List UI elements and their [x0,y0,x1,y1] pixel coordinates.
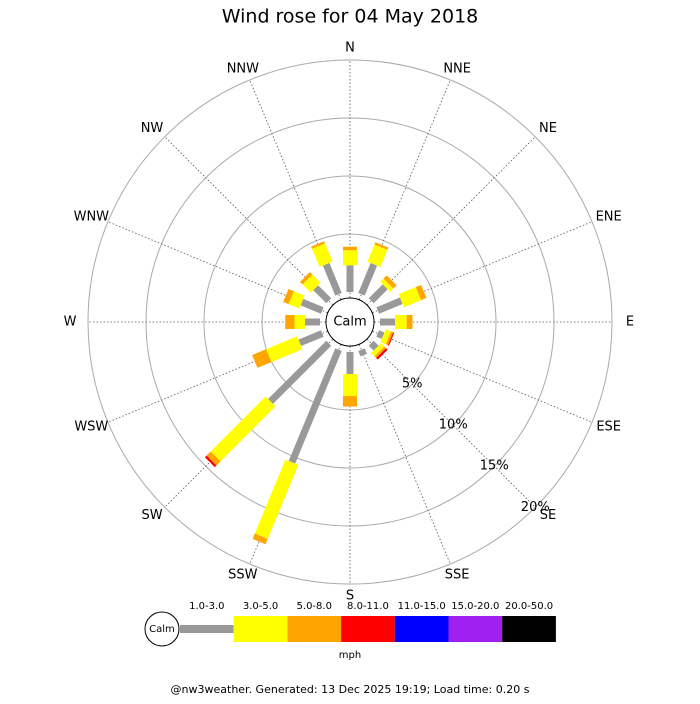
bar-segment [388,280,391,283]
bar-segment [374,247,381,264]
legend-swatch [395,616,449,642]
bar-segment [269,343,300,356]
bar-segment [292,350,339,463]
bar-segment [286,295,291,297]
direction-label: SSW [228,568,258,583]
direction-label: NE [539,121,557,136]
bar-segment [385,284,388,287]
bar-segment [316,288,329,301]
legend-label: 20.0-50.0 [505,601,553,612]
bar-segment [371,287,385,301]
footer: @nw3weather. Generated: 13 Dec 2025 19:1… [171,683,530,696]
legend-swatch [287,616,341,642]
direction-label: N [345,41,355,56]
bar-segment [378,333,383,335]
calm-label: Calm [333,315,366,330]
legend-calm-label: Calm [149,624,175,635]
bar-segment [291,298,302,302]
bar-segment [261,462,292,536]
bar-segment [379,351,381,353]
bar-segment [361,350,363,355]
direction-label: NNW [227,61,259,76]
direction-label: W [64,315,77,330]
direction-label: E [626,315,634,330]
bar-segment [418,291,423,293]
direction-label: SE [540,508,556,523]
legend-swatch [502,616,556,642]
direction-label: ESE [596,419,621,434]
bar-segment [361,264,373,294]
direction-label: SSE [445,568,470,583]
bar-segment [381,245,382,247]
bar-segment [401,294,418,301]
direction-label: NNE [443,61,471,76]
chart-title: Wind rose for 04 May 2018 [222,6,479,28]
legend-label: 5.0-8.0 [297,601,332,612]
legend-swatch [234,616,288,642]
legend-label: 15.0-20.0 [451,601,499,612]
legend-label: 1.0-3.0 [189,601,224,612]
legend-swatch [180,625,234,633]
unit-label: mph [339,650,361,661]
bar-segment [305,277,307,279]
direction-label: WSW [74,419,108,434]
bar-segment [300,333,323,342]
direction-label: NW [141,121,164,136]
r-tick-label: 10% [439,418,468,433]
direction-label: ENE [596,210,622,225]
bar-segment [216,401,271,456]
bar-segment [378,301,402,311]
bar-segment [255,356,269,362]
bar-segment [210,461,212,463]
bar-segment [371,343,376,348]
legend-swatch [341,616,395,642]
bar-segment [307,279,315,287]
legend-label: 8.0-11.0 [347,601,389,612]
bar-segment [319,246,327,264]
bar-segment [318,244,319,246]
legend-label: 11.0-15.0 [398,601,446,612]
bar-segment [376,348,379,351]
direction-label: SW [141,508,162,523]
legend-label: 3.0-5.0 [243,601,278,612]
bar-segment [302,302,322,310]
legend-swatch [449,616,503,642]
bar-segment [383,336,388,338]
direction-label: WNW [74,210,110,225]
bar-segment [259,536,261,541]
bar-segment [326,264,338,294]
spoke [350,322,450,564]
bar-segment [388,338,390,339]
bar-segment [211,456,215,460]
bar-segment [381,353,383,355]
